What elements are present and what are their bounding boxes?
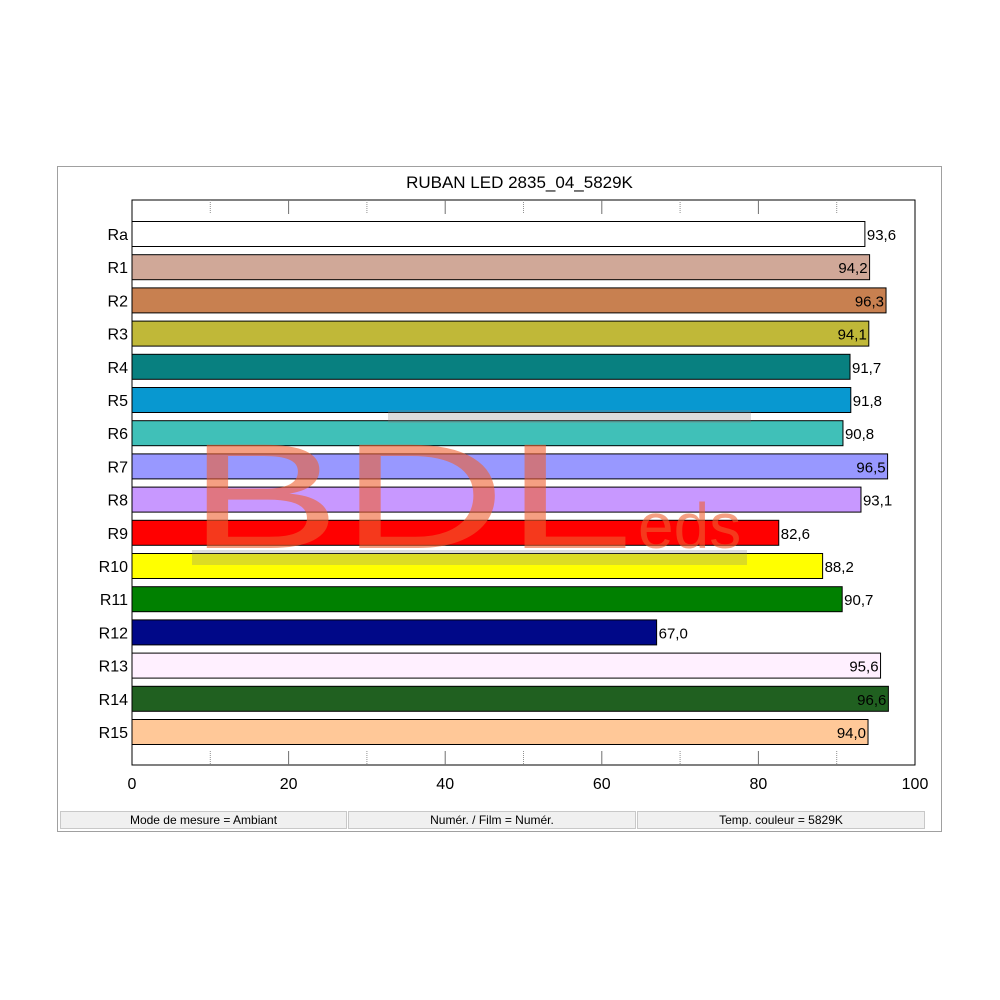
- category-label: R12: [99, 625, 128, 642]
- bar-r4: [131, 353, 851, 380]
- value-label: 93,1: [863, 493, 892, 510]
- x-tick-label: 80: [750, 776, 768, 793]
- chart-title: RUBAN LED 2835_04_5829K: [406, 173, 633, 192]
- bar-r14: [131, 685, 889, 712]
- bar-r13: [131, 652, 882, 679]
- value-label: 94,1: [838, 327, 867, 344]
- category-label: R1: [108, 260, 129, 277]
- category-label: R9: [108, 526, 129, 543]
- category-label: R2: [108, 293, 129, 310]
- value-label: 96,5: [856, 459, 885, 476]
- bar-r9: [131, 519, 780, 546]
- status-mode: Mode de mesure = Ambiant: [60, 811, 347, 829]
- category-label: R8: [108, 493, 129, 510]
- status-film: Numér. / Film = Numér.: [348, 811, 636, 829]
- bar-r10: [131, 553, 824, 579]
- bar-r12: [131, 619, 658, 646]
- category-label: R6: [108, 426, 129, 443]
- bar-r6: [131, 420, 844, 447]
- category-label: R11: [100, 592, 128, 609]
- chart-window: RUBAN LED 2835_04_5829K Ra R1 R2 R3 R4 R5 R6 R7…: [57, 166, 942, 832]
- value-label: 90,8: [845, 426, 874, 443]
- value-label: 96,6: [857, 692, 886, 709]
- status-bar: Mode de mesure = Ambiant Numér. / Film =…: [58, 810, 941, 832]
- bar-r2: [131, 287, 887, 314]
- bar-r3: [131, 320, 870, 347]
- value-label: 94,0: [837, 725, 866, 742]
- value-label: 67,0: [659, 625, 688, 642]
- plot-area: [131, 199, 916, 766]
- value-label: 96,3: [855, 293, 884, 310]
- category-label: R7: [108, 459, 129, 476]
- status-temp: Temp. couleur = 5829K: [637, 811, 925, 829]
- value-label: 91,8: [853, 393, 882, 410]
- value-label: 93,6: [867, 227, 896, 244]
- category-label: R13: [99, 659, 128, 676]
- value-label: 82,6: [781, 526, 810, 543]
- category-label: R15: [99, 725, 128, 742]
- value-label: 95,6: [849, 659, 878, 676]
- category-label: R14: [99, 692, 128, 709]
- value-label: 91,7: [852, 360, 881, 377]
- category-label: R4: [108, 360, 129, 377]
- bar-r15: [131, 719, 869, 745]
- category-label: Ra: [108, 227, 129, 244]
- value-label: 94,2: [838, 260, 867, 277]
- x-tick-label: 40: [436, 776, 454, 793]
- bar-r5: [131, 387, 852, 413]
- bar-chart: RUBAN LED 2835_04_5829K Ra R1 R2 R3 R4 R5 R6 R7…: [99, 173, 929, 793]
- x-tick-label: 100: [902, 776, 929, 793]
- bar-r1: [131, 254, 871, 281]
- x-tick-label: 0: [128, 776, 137, 793]
- x-tick-label: 60: [593, 776, 611, 793]
- bar-r8: [131, 486, 862, 513]
- category-label: R5: [108, 393, 129, 410]
- category-label: R10: [99, 559, 128, 576]
- value-label: 88,2: [825, 559, 854, 576]
- x-tick-label: 20: [280, 776, 298, 793]
- value-label: 90,7: [844, 592, 873, 609]
- category-label: R3: [108, 327, 129, 344]
- bar-r11: [131, 586, 843, 613]
- bar-r7: [131, 453, 889, 480]
- bar-ra: [131, 221, 866, 247]
